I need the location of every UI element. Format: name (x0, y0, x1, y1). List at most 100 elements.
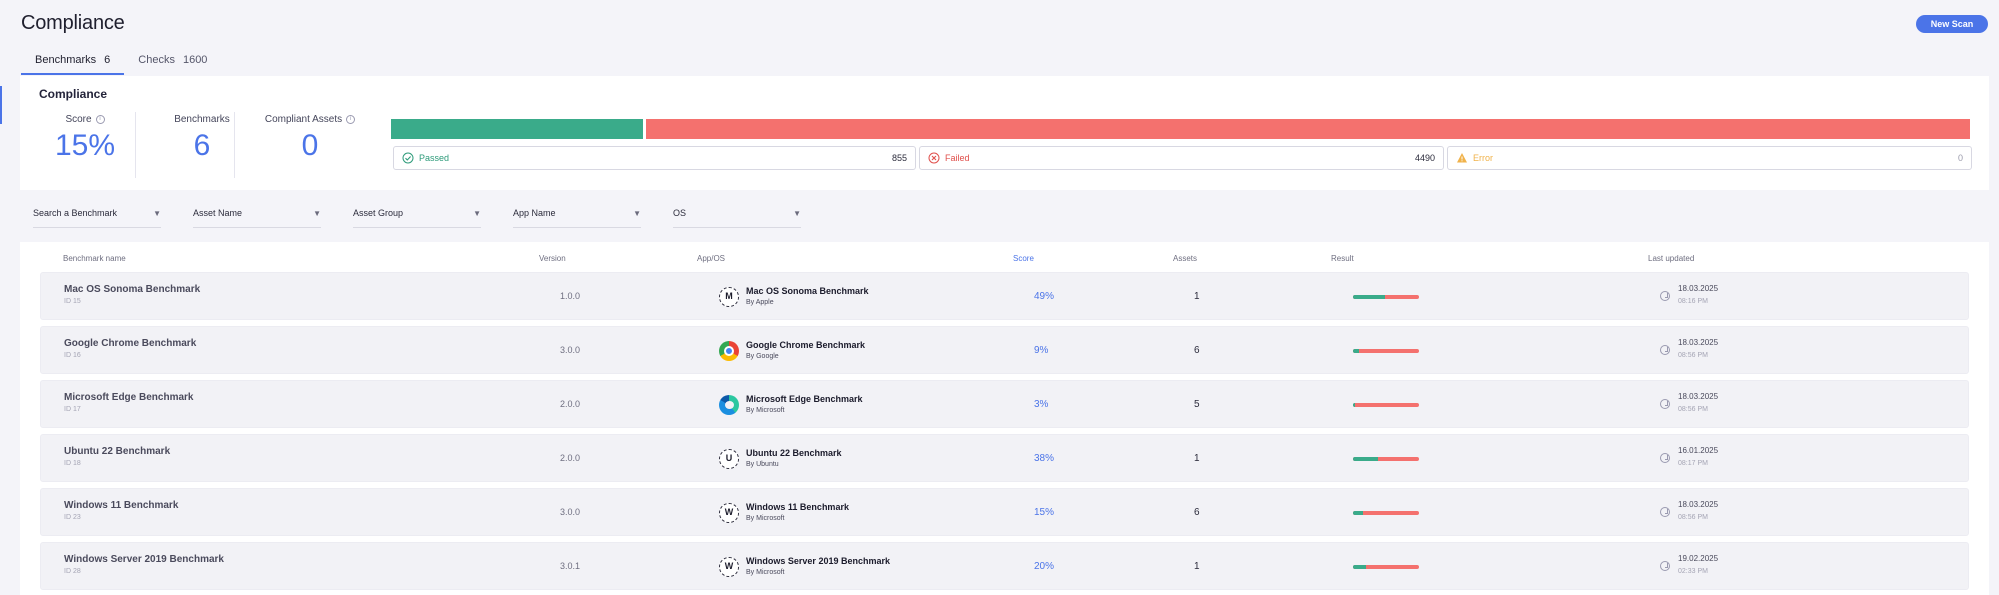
compliant-assets-label: Compliant Assets (264, 114, 343, 125)
app-vendor: By Microsoft (746, 569, 785, 576)
letter-w-icon: W (719, 557, 739, 577)
last-updated-time: 08:17 PM (1678, 460, 1708, 467)
result-bar (1353, 511, 1419, 515)
caret-down-icon: ▼ (153, 209, 161, 218)
result-passed-fill (1353, 565, 1367, 569)
score-value: 15% (54, 129, 116, 162)
tab-checks-label: Checks (138, 54, 175, 66)
benchmarks-table: Benchmark name Version App/OS Score Asse… (20, 242, 1989, 595)
benchmark-assets: 1 (1194, 291, 1200, 302)
new-scan-button[interactable]: New Scan (1916, 15, 1988, 33)
last-updated-date: 18.03.2025 (1678, 338, 1719, 347)
asset-name-filter[interactable]: Asset Name ▼ (193, 208, 321, 228)
benchmark-name[interactable]: Microsoft Edge Benchmark (64, 392, 194, 403)
result-bar (1353, 295, 1419, 299)
error-legend[interactable]: Error 0 (1447, 146, 1972, 170)
benchmarks-label: Benchmarks (174, 114, 230, 125)
compliant-assets-value: 0 (301, 129, 319, 162)
benchmark-assets: 5 (1194, 399, 1200, 410)
warning-icon (1457, 153, 1467, 163)
compliant-assets-stat: Compliant Assets i 0 (250, 114, 370, 161)
tab-benchmarks-label: Benchmarks (35, 54, 97, 66)
letter-u-icon: U (719, 449, 739, 469)
table-row[interactable]: Ubuntu 22 Benchmark ID 18 2.0.0 U Ubuntu 22 … (40, 434, 1969, 482)
tab-benchmarks[interactable]: Benchmarks 6 (21, 51, 125, 75)
tab-checks[interactable]: Checks 1600 (124, 51, 221, 75)
failed-count: 4490 (1414, 153, 1435, 163)
os-filter[interactable]: OS ▼ (673, 208, 801, 228)
last-updated-time: 02:33 PM (1678, 568, 1708, 575)
app-vendor: By Ubuntu (746, 461, 779, 468)
benchmark-name[interactable]: Windows 11 Benchmark (64, 500, 179, 511)
benchmark-id: ID 28 (64, 568, 81, 575)
table-row[interactable]: Windows Server 2019 Benchmark ID 28 3.0.1 W… (40, 542, 1969, 590)
column-header-last-updated[interactable]: Last updated (1648, 254, 1695, 263)
passed-legend[interactable]: Passed 855 (393, 146, 916, 170)
edge-icon (719, 395, 739, 415)
benchmark-assets: 1 (1194, 561, 1200, 572)
column-header-result[interactable]: Result (1331, 254, 1354, 263)
column-header-version[interactable]: Version (539, 254, 566, 263)
filter-label: Asset Name (193, 208, 243, 218)
benchmark-score: 38% (1034, 453, 1055, 464)
benchmark-name[interactable]: Mac OS Sonoma Benchmark (64, 284, 201, 295)
clock-icon (1660, 345, 1670, 355)
table-row[interactable]: Google Chrome Benchmark ID 16 3.0.0 Google … (40, 326, 1969, 374)
clock-icon (1660, 507, 1670, 517)
failed-legend[interactable]: Failed 4490 (919, 146, 1444, 170)
info-icon[interactable]: i (346, 115, 356, 124)
check-circle-icon (402, 152, 414, 164)
last-updated-date: 18.03.2025 (1678, 500, 1719, 509)
column-header-name[interactable]: Benchmark name (63, 254, 126, 263)
app-name: Windows Server 2019 Benchmark (746, 556, 890, 566)
table-row[interactable]: Microsoft Edge Benchmark ID 17 2.0.0 Micros… (40, 380, 1969, 428)
benchmark-version: 1.0.0 (560, 291, 581, 301)
table-row[interactable]: Mac OS Sonoma Benchmark ID 15 1.0.0 M Mac OS… (40, 272, 1969, 320)
score-label: Score (65, 114, 92, 125)
benchmark-assets: 6 (1194, 507, 1200, 518)
letter-m-icon: M (719, 287, 739, 307)
column-header-assets[interactable]: Assets (1173, 254, 1198, 263)
page-title: Compliance (21, 12, 125, 34)
summary-title: Compliance (39, 87, 108, 101)
asset-group-filter[interactable]: Asset Group ▼ (353, 208, 481, 228)
benchmark-name[interactable]: Windows Server 2019 Benchmark (64, 554, 224, 565)
clock-icon (1660, 453, 1670, 463)
tab-bar: Benchmarks 6 Checks 1600 (21, 51, 221, 75)
app-name-filter[interactable]: App Name ▼ (513, 208, 641, 228)
benchmark-name[interactable]: Ubuntu 22 Benchmark (64, 446, 171, 457)
divider (135, 112, 136, 178)
filter-label: OS (673, 208, 687, 218)
result-passed-fill (1353, 457, 1379, 461)
benchmark-version: 3.0.1 (560, 561, 581, 571)
benchmark-score: 3% (1034, 399, 1049, 410)
app-vendor: By Google (746, 353, 779, 360)
passed-count: 855 (891, 153, 907, 163)
benchmark-id: ID 16 (64, 352, 81, 359)
divider (234, 112, 235, 178)
info-icon[interactable]: i (95, 115, 105, 124)
score-stat: Score i 15% (45, 114, 125, 161)
benchmark-version: 3.0.0 (560, 345, 581, 355)
benchmark-score: 20% (1034, 561, 1055, 572)
app-vendor: By Microsoft (746, 407, 785, 414)
last-updated-time: 08:56 PM (1678, 352, 1708, 359)
filter-label: Search a Benchmark (33, 208, 118, 218)
benchmark-assets: 1 (1194, 453, 1200, 464)
app-vendor: By Microsoft (746, 515, 785, 522)
benchmark-assets: 6 (1194, 345, 1200, 356)
clock-icon (1660, 291, 1670, 301)
last-updated-date: 18.03.2025 (1678, 284, 1719, 293)
caret-down-icon: ▼ (793, 209, 801, 218)
column-header-app[interactable]: App/OS (697, 254, 726, 263)
caret-down-icon: ▼ (313, 209, 321, 218)
table-row[interactable]: Windows 11 Benchmark ID 23 3.0.0 W Windows 1… (40, 488, 1969, 536)
clock-icon (1660, 399, 1670, 409)
last-updated-time: 08:56 PM (1678, 406, 1708, 413)
column-header-score[interactable]: Score (1013, 254, 1034, 263)
benchmark-search-filter[interactable]: Search a Benchmark ▼ (33, 208, 161, 228)
app-name: Ubuntu 22 Benchmark (746, 448, 842, 458)
benchmark-name[interactable]: Google Chrome Benchmark (64, 338, 197, 349)
error-label: Error (1473, 153, 1493, 163)
tab-checks-count: 1600 (182, 54, 208, 66)
